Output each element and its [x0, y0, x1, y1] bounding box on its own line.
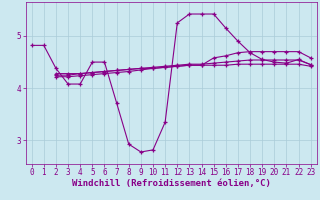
X-axis label: Windchill (Refroidissement éolien,°C): Windchill (Refroidissement éolien,°C) — [72, 179, 271, 188]
